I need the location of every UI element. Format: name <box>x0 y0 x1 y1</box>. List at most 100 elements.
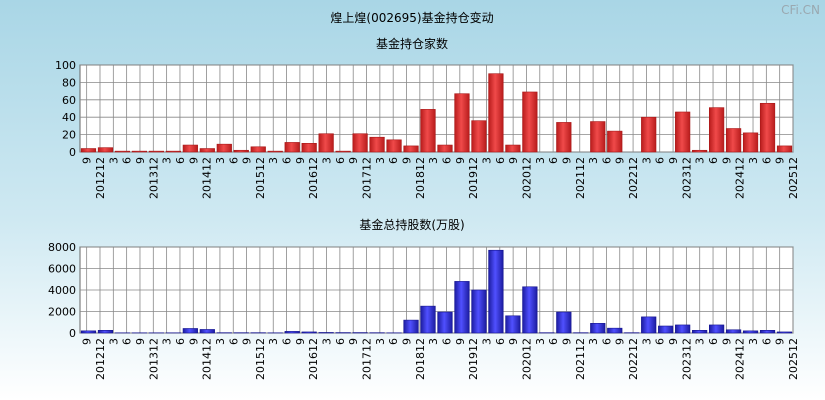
chart-1-bar <box>454 93 470 153</box>
chart-2-xtick-label: 6 <box>760 338 773 345</box>
chart-2-xtick-label: 6 <box>387 338 400 345</box>
chart-2-xtick-label: 9 <box>134 338 147 345</box>
chart-2-bar <box>522 286 538 334</box>
chart-2-xtick-label: 6 <box>334 338 347 345</box>
chart-2-xtick-label: 6 <box>121 338 134 345</box>
chart-2-bar <box>590 323 606 334</box>
chart-1-bar <box>742 132 759 153</box>
chart-2-bar <box>454 281 470 334</box>
chart-1-xtick-label: 202012 <box>520 157 533 199</box>
chart-2-xtick-label: 6 <box>227 338 240 345</box>
chart-1-bar <box>488 73 504 153</box>
chart-2-xtick-label: 201612 <box>307 338 320 380</box>
chart-2-bar <box>80 330 97 334</box>
chart-1-bar <box>182 144 198 153</box>
chart-2-xtick-label: 6 <box>440 338 453 345</box>
chart-1-xtick-label: 9 <box>507 157 520 164</box>
chart-2-bar <box>776 331 793 334</box>
chart-1-bar <box>759 102 776 153</box>
chart-1-bar <box>284 142 300 153</box>
chart-1-xtick-label: 201412 <box>201 157 214 199</box>
chart-1-bar <box>386 139 402 153</box>
chart-1-bar <box>301 143 317 153</box>
chart-1-ytick-label: 80 <box>62 76 76 89</box>
chart-2-bar <box>182 328 198 334</box>
chart-1-xtick-label: 6 <box>600 157 613 164</box>
chart-2-xtick-label: 201312 <box>147 338 160 380</box>
chart-1-bar <box>725 128 742 153</box>
chart-1-xtick-label: 201612 <box>307 157 320 199</box>
chart-1-xtick-label: 3 <box>534 157 547 164</box>
chart-2-bar <box>725 329 742 334</box>
chart-2-xtick-label: 3 <box>747 338 760 345</box>
chart-1-xtick-label: 9 <box>294 157 307 164</box>
chart-2-xtick-label: 9 <box>507 338 520 345</box>
chart-2-bar <box>641 316 657 334</box>
chart-1-bar <box>607 130 623 153</box>
chart-1-xtick-label: 202312 <box>680 157 693 199</box>
chart-2-bar <box>692 330 708 334</box>
chart-2-xtick-label: 201212 <box>94 338 107 380</box>
chart-1-xtick-label: 9 <box>454 157 467 164</box>
chart-1-xtick-label: 9 <box>401 157 414 164</box>
chart-1-bar <box>148 150 164 153</box>
chart-1-xtick-label: 6 <box>387 157 400 164</box>
chart-1-xtick-label: 3 <box>321 157 334 164</box>
chart-1-xtick-label: 6 <box>760 157 773 164</box>
chart-1-xtick-label: 3 <box>374 157 387 164</box>
chart-2-bar <box>556 311 572 334</box>
chart-2-xtick-label: 9 <box>401 338 414 345</box>
chart-1-xtick-label: 201512 <box>254 157 267 199</box>
chart-1-bar <box>505 144 521 153</box>
chart-1-bar <box>131 150 148 153</box>
chart-2-ytick-label: 4000 <box>48 284 76 297</box>
chart-2-xtick-label: 9 <box>294 338 307 345</box>
chart-2-bar <box>709 324 725 334</box>
chart-1-xtick-label: 9 <box>81 157 94 164</box>
chart-1-bar <box>233 149 249 153</box>
chart-1-xtick-label: 201712 <box>361 157 374 199</box>
chart-2-xtick-label: 201812 <box>414 338 427 380</box>
chart-2-xtick-label: 9 <box>81 338 94 345</box>
chart-1-bar <box>692 149 708 153</box>
chart-1-xtick-label: 9 <box>560 157 573 164</box>
chart-1-bar <box>471 120 487 153</box>
chart-2-ytick-label: 8000 <box>48 241 76 254</box>
chart-1-xtick-label: 6 <box>547 157 560 164</box>
chart-2-bar <box>318 332 334 334</box>
chart-1-xtick-label: 9 <box>347 157 360 164</box>
chart-2-ytick-label: 2000 <box>48 306 76 319</box>
chart-1-xtick-label: 9 <box>667 157 680 164</box>
chart-2-bar <box>403 319 419 334</box>
chart-2-xtick-label: 3 <box>534 338 547 345</box>
chart-2-xtick-label: 3 <box>587 338 600 345</box>
chart-1-bar <box>709 107 725 153</box>
chart-2-xtick-label: 6 <box>600 338 613 345</box>
chart-2-bar <box>488 249 504 334</box>
chart-2-xtick-label: 3 <box>374 338 387 345</box>
chart-2-xtick-label: 3 <box>161 338 174 345</box>
chart-2-bar <box>742 330 759 334</box>
chart-1-bar <box>165 150 181 153</box>
chart-2-bar <box>759 330 776 334</box>
chart-2-xtick-label: 3 <box>427 338 440 345</box>
chart-1-bar <box>369 136 385 153</box>
chart-2-xtick-label: 202012 <box>520 338 533 380</box>
chart-2-xtick-label: 9 <box>241 338 254 345</box>
chart-1-bar <box>267 150 283 153</box>
chart-2-xtick-label: 201912 <box>467 338 480 380</box>
chart-1-xtick-label: 9 <box>720 157 733 164</box>
watermark: CFi.CN <box>781 3 820 17</box>
chart-2-bar <box>97 330 114 334</box>
chart-2-xtick-label: 6 <box>174 338 187 345</box>
chart-2-bar <box>675 324 691 334</box>
chart-2-bar <box>420 305 436 334</box>
chart-1-xtick-label: 3 <box>640 157 653 164</box>
chart-1-bar <box>420 109 436 153</box>
chart-1-ytick-label: 0 <box>69 146 76 159</box>
chart-2-xtick-label: 201412 <box>201 338 214 380</box>
chart-1-xtick-label: 3 <box>694 157 707 164</box>
chart-1-bar <box>675 111 691 153</box>
chart-1-xtick-label: 201312 <box>147 157 160 199</box>
